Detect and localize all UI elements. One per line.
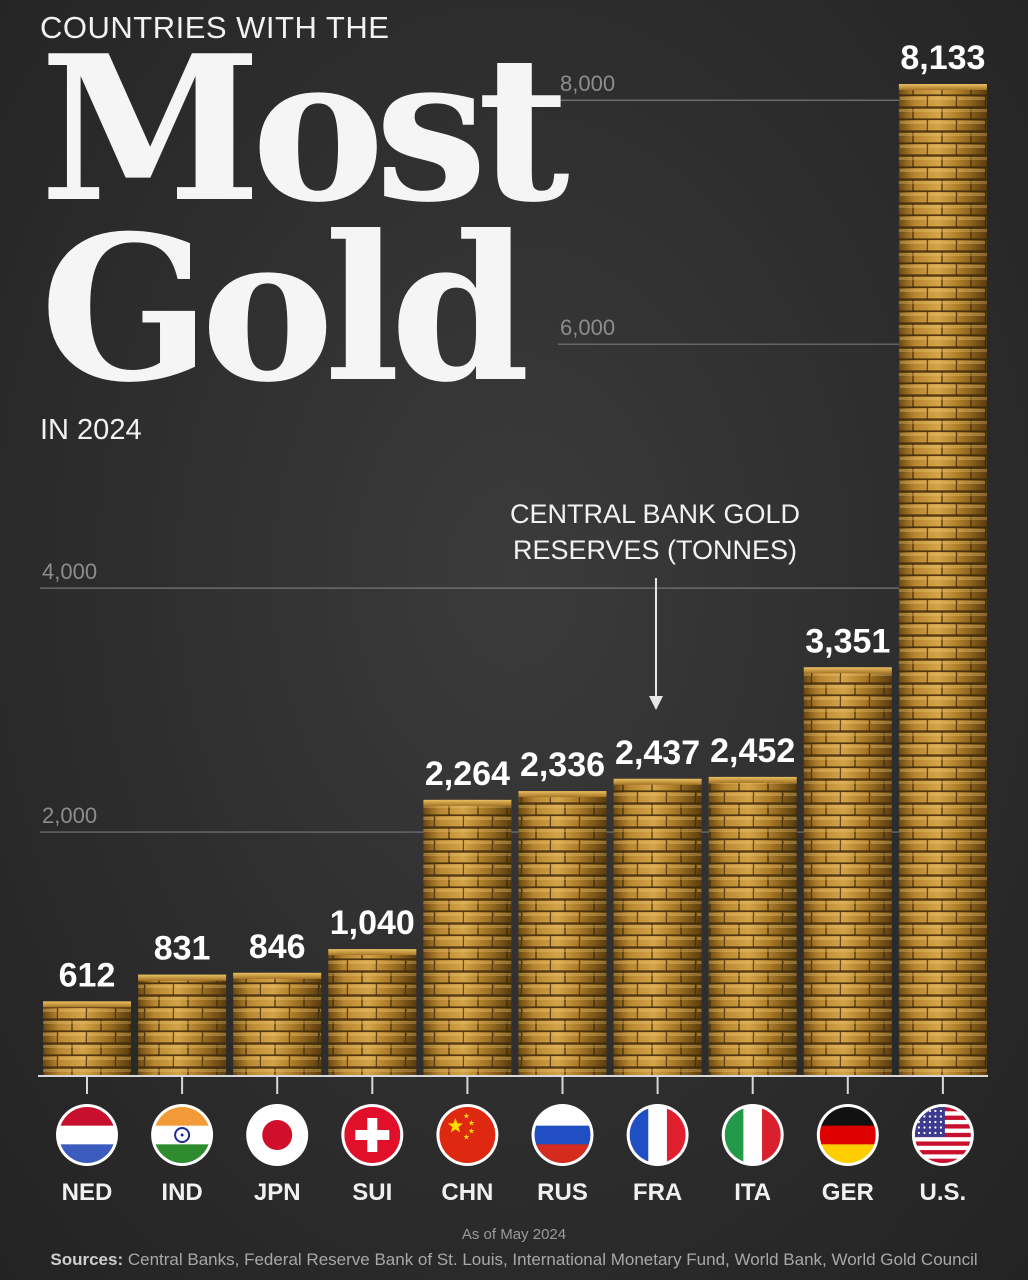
switzerland-flag-icon [341,1104,404,1166]
bar-cap [898,84,987,90]
x-tick-label: SUI [352,1179,392,1206]
bar-value-label: 1,040 [330,904,415,942]
bar-value-label: 2,437 [615,734,700,772]
sources-label: Sources: [50,1250,124,1269]
x-tick-label: FRA [633,1179,682,1206]
bar-rus: 2,336 [518,746,607,1076]
bar-ger: 3,351 [803,622,892,1076]
bar-bricks [803,667,892,1076]
callout-line1: CENTRAL BANK GOLD [509,499,801,529]
bar-bricks [708,776,797,1076]
bar-ned: 612 [43,956,131,1076]
sources-text: Central Banks, Federal Reserve Bank of S… [127,1250,978,1269]
bar-cap [803,667,892,674]
callout-arrow [649,578,663,710]
bar-bricks [138,974,227,1076]
germany-flag-icon [816,1104,879,1166]
russia-flag-icon [531,1104,594,1166]
bar-bricks [233,972,322,1076]
bar-sui: 1,040 [328,904,417,1076]
bar-bricks [328,949,417,1076]
y-tick-label: 8,000 [560,71,615,96]
bar-ita: 2,452 [708,732,797,1076]
japan-flag-icon [246,1104,309,1166]
y-tick-label: 6,000 [560,315,615,340]
bar-value-label: 846 [249,928,306,966]
bar-cap [708,776,797,783]
x-tick-label: JPN [254,1179,301,1206]
bar-value-label: 612 [59,956,116,994]
as-of-date: As of May 2024 [461,1226,567,1243]
bar-us: 8,133 [898,39,987,1076]
title-kicker: COUNTRIES WITH THE [40,10,390,45]
callout-line2: RESERVES (TONNES) [512,535,798,565]
bar-value-label: 2,264 [425,755,510,793]
sources-line: Sources: Central Banks, Federal Reserve … [0,1250,1028,1270]
bar-cap [233,972,322,979]
italy-flag-icon [721,1104,784,1166]
y-tick-label: 2,000 [42,803,97,828]
bar-cap [518,791,607,798]
china-flag-icon [436,1104,499,1166]
bar-cap [613,778,702,785]
france-flag-icon [626,1104,689,1166]
title-year: IN 2024 [40,414,142,446]
y-tick-label: 4,000 [42,559,97,584]
bar-bricks [898,84,987,1076]
bar-value-label: 2,336 [520,746,605,784]
bar-cap [43,1001,131,1008]
x-tick-label: RUS [537,1179,588,1206]
bar-bricks [423,799,512,1076]
usa-flag-icon [911,1104,974,1166]
bar-jpn: 846 [233,928,322,1076]
bar-bricks [43,1001,131,1076]
bar-value-label: 8,133 [900,39,985,77]
title-gold: Gold [40,192,530,427]
bar-chn: 2,264 [423,755,512,1076]
x-tick-label: IND [161,1179,202,1206]
bar-bricks [613,778,702,1076]
bar-value-label: 831 [154,930,211,968]
bar-cap [328,949,417,956]
bar-fra: 2,437 [613,734,702,1076]
x-tick-label: GER [822,1179,874,1206]
x-tick-label: ITA [734,1179,771,1206]
india-flag-icon [151,1104,214,1166]
bar-value-label: 3,351 [805,622,890,660]
bar-cap [138,974,227,981]
netherlands-flag-icon [56,1104,118,1166]
x-tick-label: U.S. [920,1179,967,1206]
title-most: Most [40,12,570,247]
chart-callout: CENTRAL BANK GOLD RESERVES (TONNES) [490,496,820,568]
bar-bricks [518,791,607,1076]
x-tick-label: NED [62,1179,113,1206]
x-tick-label: CHN [441,1179,493,1206]
bar-ind: 831 [138,930,227,1076]
bar-value-label: 2,452 [710,732,795,770]
bar-cap [423,799,512,806]
